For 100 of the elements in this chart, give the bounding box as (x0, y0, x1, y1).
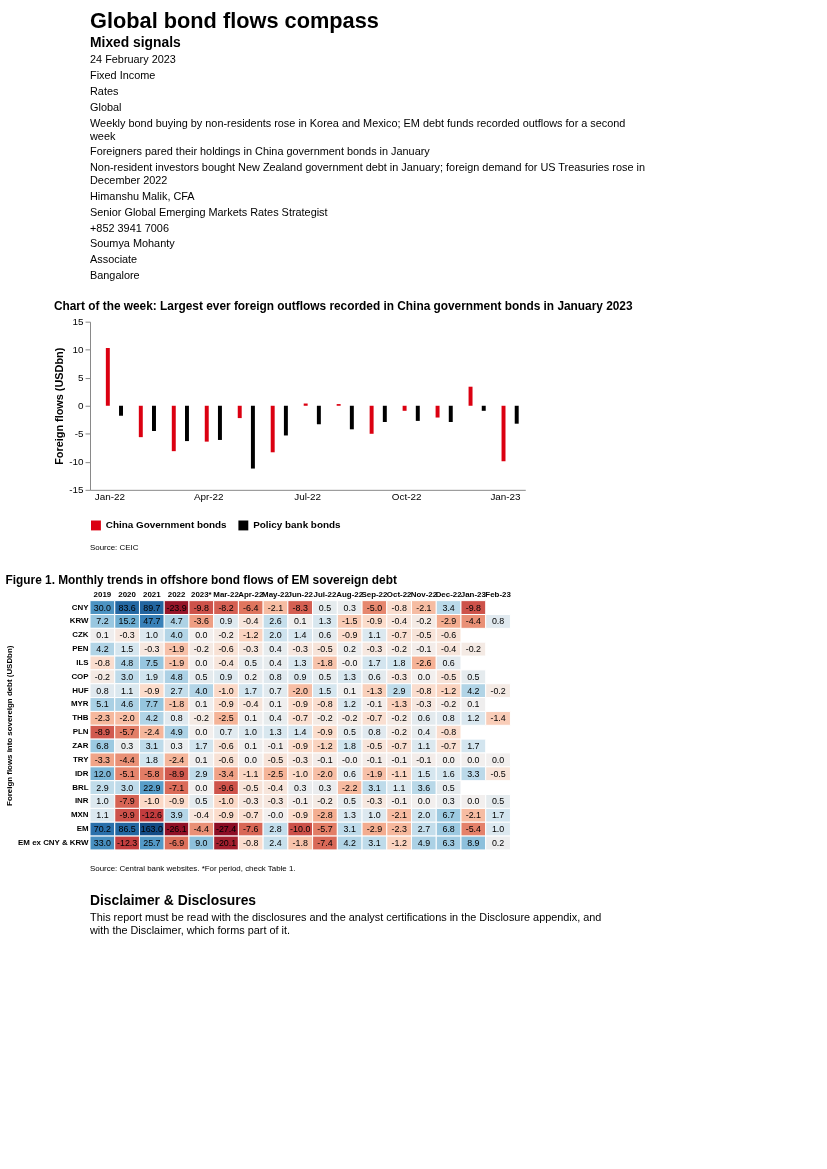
y-tick-label: MYR (70, 699, 89, 709)
data-label: -0.4 (440, 644, 457, 655)
y-tick-label: PEN (72, 644, 89, 654)
text: Global bond flows compass (90, 7, 379, 33)
x-tick-label: 2019 (93, 590, 112, 600)
data-label: -8.2 (218, 602, 234, 613)
data-label: -2.0 (292, 685, 308, 696)
data-label: 0.4 (269, 657, 282, 668)
data-label: -0.2 (193, 713, 210, 724)
data-label: 0.1 (195, 754, 208, 765)
data-label: -0.1 (391, 754, 407, 765)
bar (316, 405, 321, 425)
data-label: -1.3 (391, 699, 407, 710)
data-label: 1.0 (491, 824, 505, 835)
bar (283, 405, 288, 436)
text: Mixed signals (90, 33, 182, 50)
data-label: 4.8 (170, 671, 183, 682)
data-label: -2.1 (465, 810, 482, 821)
bar (402, 405, 407, 411)
data-label: 0.0 (467, 796, 480, 807)
data-label: 3.3 (467, 768, 480, 779)
data-label: 0.3 (294, 782, 307, 793)
data-label: 1.3 (343, 810, 356, 821)
data-label: 1.6 (442, 768, 455, 779)
data-label: 0.9 (219, 671, 233, 682)
bar (119, 405, 123, 416)
x-tick-label: Feb-23 (485, 590, 512, 600)
text: Foreigners pared their holdings in China government bonds in January (90, 145, 431, 158)
data-label: 4.7 (170, 616, 183, 627)
data-label: -0.3 (243, 796, 259, 807)
data-label: -0.1 (292, 796, 308, 807)
bar (270, 405, 275, 453)
data-label: 0.5 (195, 671, 208, 682)
x-tick-label: 2021 (143, 590, 162, 600)
data-label: 3.6 (417, 782, 431, 793)
data-label: -0.8 (243, 837, 259, 848)
data-label: -0.3 (119, 630, 135, 641)
data-label: 1.1 (368, 630, 381, 641)
data-label: 1.1 (96, 810, 109, 821)
data-label: -0.8 (94, 657, 111, 668)
data-label: -0.1 (317, 754, 333, 765)
x-tick-label: Jul-22 (313, 590, 337, 600)
x-tick-label: Nov-22 (410, 590, 438, 600)
data-label: 0.3 (442, 796, 455, 807)
data-label: -0.9 (292, 810, 308, 821)
bar (382, 405, 387, 423)
x-tick-label: 2022 (167, 590, 186, 600)
y-tick-label: -5 (74, 428, 85, 440)
data-label: 0.0 (467, 754, 480, 765)
data-label: 2.6 (269, 616, 282, 627)
data-label: 1.0 (145, 630, 159, 641)
data-label: 12.0 (93, 768, 112, 779)
data-label: -0.1 (267, 741, 284, 752)
data-label: 0.1 (343, 685, 356, 696)
data-label: 1.1 (417, 741, 431, 752)
data-label: 4.9 (417, 837, 431, 848)
bar (514, 405, 519, 424)
data-label: 0.7 (219, 727, 233, 738)
data-label: 0.8 (269, 671, 282, 682)
x-tick-label: Jan-22 (94, 491, 125, 503)
data-label: -0.4 (193, 810, 210, 821)
data-label: 0.5 (491, 796, 505, 807)
data-label: -0.2 (416, 616, 432, 627)
data-label: -1.1 (391, 768, 407, 779)
data-label: 0.0 (417, 671, 431, 682)
data-label: 0.6 (318, 630, 332, 641)
data-label: -9.8 (193, 602, 210, 613)
data-label: 1.8 (392, 657, 406, 668)
text: Weekly bond buying by non-residents rose in Korea and Mexico; EM debt funds recorded outflows for a second week (89, 116, 626, 142)
data-label: 0.6 (368, 671, 381, 682)
data-label: -0.9 (317, 727, 333, 738)
x-tick-label: 2020 (118, 590, 137, 600)
data-label: 0.0 (195, 657, 208, 668)
data-label: 0.0 (195, 727, 208, 738)
data-label: 0.5 (442, 782, 455, 793)
data-label: 1.4 (294, 630, 307, 641)
data-label: 4.2 (343, 837, 356, 848)
bar (468, 386, 473, 406)
data-label: 1.7 (195, 741, 208, 752)
y-tick-label: -15 (69, 484, 85, 496)
x-tick-label: Jul-22 (294, 491, 322, 503)
data-label: 1.1 (120, 685, 134, 696)
data-label: -2.0 (317, 768, 333, 779)
data-label: -0.7 (292, 713, 308, 724)
data-label: -0.7 (366, 713, 383, 724)
data-label: 1.1 (392, 782, 406, 793)
text: 24 February 2023 (90, 53, 176, 66)
bar (237, 405, 242, 419)
data-label: -4.4 (119, 754, 135, 765)
data-label: 4.0 (170, 630, 183, 641)
data-label: 0.1 (244, 713, 258, 724)
data-label: -0.3 (292, 644, 308, 655)
x-tick-label: Jan-23 (460, 590, 487, 600)
data-label: 30.0 (93, 602, 112, 613)
y-tick-label: KRW (69, 616, 90, 626)
x-tick-label: Jan-23 (490, 491, 522, 503)
data-label: -2.5 (267, 768, 284, 779)
data-label: 0.5 (244, 657, 258, 668)
data-label: -2.1 (391, 810, 407, 821)
data-label: -0.5 (490, 768, 506, 779)
